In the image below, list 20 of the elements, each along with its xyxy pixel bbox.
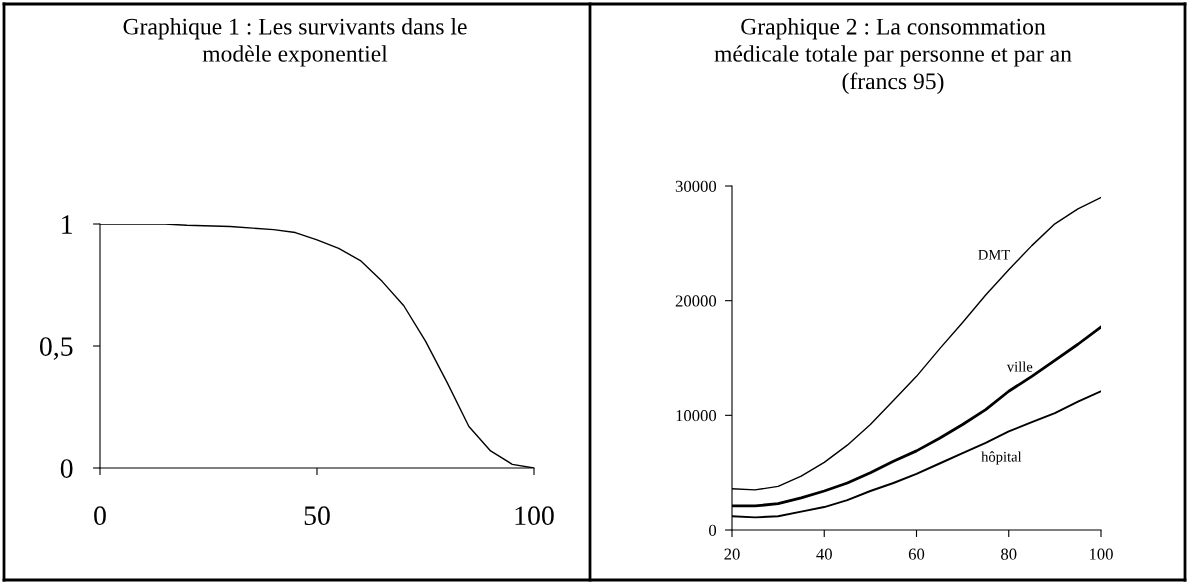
y-tick-label: 0,5 bbox=[39, 337, 73, 360]
x-tick-label: 60 bbox=[908, 548, 925, 560]
x-tick-label: 20 bbox=[724, 548, 740, 560]
x-tick-label: 100 bbox=[1089, 548, 1113, 560]
y-tick-label: 0 bbox=[709, 524, 717, 536]
chart-title: Graphique 1 : Les survivants dans le modèle exponentiel bbox=[123, 18, 467, 67]
y-tick-label: 10000 bbox=[676, 410, 717, 422]
x-tick-label: 100 bbox=[515, 506, 554, 526]
x-tick-label: 80 bbox=[1001, 548, 1017, 560]
series-label: DMT bbox=[978, 250, 1010, 260]
x-tick-label: 50 bbox=[304, 506, 330, 526]
x-tick-label: 40 bbox=[816, 548, 832, 560]
chart-title: Graphique 2 : La consommation médicale totale par personne et par an (francs 95) bbox=[714, 18, 1072, 95]
y-tick-label: 30000 bbox=[675, 180, 717, 192]
series-label: hôpital bbox=[981, 451, 1022, 465]
y-tick-label: 0 bbox=[60, 459, 73, 478]
y-tick-label: 1 bbox=[62, 215, 72, 234]
x-tick-label: 0 bbox=[94, 506, 106, 526]
y-tick-label: 20000 bbox=[675, 295, 717, 307]
series-label: ville bbox=[1006, 361, 1033, 372]
